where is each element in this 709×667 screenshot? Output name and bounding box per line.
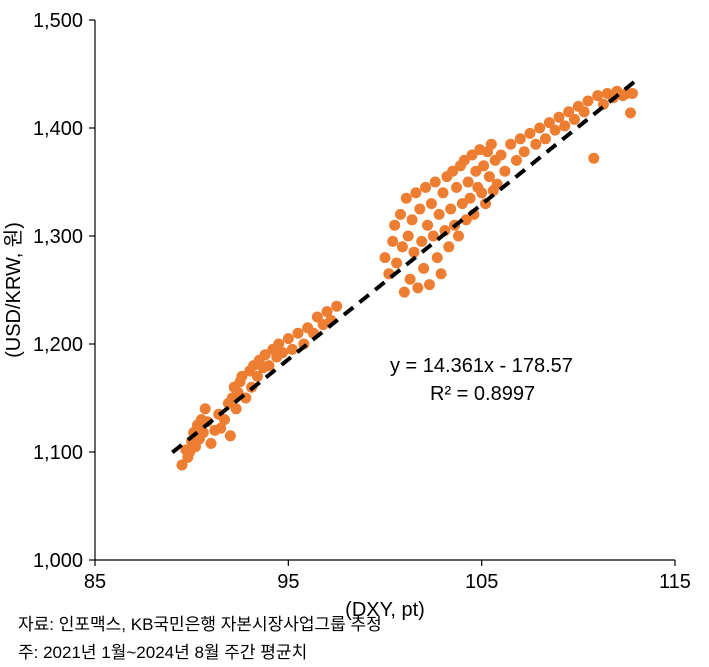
scatter-chart: 8595105115(DXY, pt)1,0001,1001,2001,3001… — [0, 0, 709, 667]
data-point — [380, 252, 391, 263]
data-point — [625, 107, 636, 118]
data-point — [515, 133, 526, 144]
data-point — [534, 123, 545, 134]
data-point — [559, 120, 570, 131]
data-point — [405, 274, 416, 285]
data-point — [407, 214, 418, 225]
data-point — [283, 333, 294, 344]
footnote-source: 자료: 인포맥스, KB국민은행 자본시장사업그룹 추정 — [18, 610, 382, 635]
data-point — [231, 403, 242, 414]
data-point — [453, 231, 464, 242]
chart-svg: 8595105115(DXY, pt)1,0001,1001,2001,3001… — [0, 0, 709, 667]
data-point — [331, 301, 342, 312]
y-tick-label: 1,200 — [33, 334, 83, 356]
data-point — [530, 139, 541, 150]
data-point — [424, 279, 435, 290]
data-point — [438, 187, 449, 198]
data-point — [428, 231, 439, 242]
data-point — [391, 258, 402, 269]
data-point — [418, 263, 429, 274]
data-point — [445, 204, 456, 215]
data-point — [206, 438, 217, 449]
data-point — [200, 403, 211, 414]
y-axis-label: (USD/KRW, 원) — [2, 222, 25, 358]
data-point — [399, 287, 410, 298]
data-point — [426, 198, 437, 209]
x-tick-label: 95 — [277, 571, 299, 593]
data-point — [511, 155, 522, 166]
data-point — [430, 177, 441, 188]
x-tick-label: 105 — [465, 571, 498, 593]
data-point — [387, 236, 398, 247]
data-point — [395, 209, 406, 220]
trend-equation: y = 14.361x - 178.57 — [390, 355, 573, 377]
y-tick-label: 1,300 — [33, 226, 83, 248]
data-point — [486, 139, 497, 150]
data-point — [579, 106, 590, 117]
data-point — [478, 160, 489, 171]
footnote-note: 주: 2021년 1월~2024년 8월 주간 평균치 — [18, 638, 307, 663]
data-point — [519, 146, 530, 157]
data-point — [465, 193, 476, 204]
data-point — [389, 220, 400, 231]
data-point — [505, 139, 516, 150]
data-point — [476, 187, 487, 198]
data-point — [412, 282, 423, 293]
data-point — [414, 204, 425, 215]
data-point — [588, 153, 599, 164]
data-point — [627, 88, 638, 99]
data-point — [434, 209, 445, 220]
y-tick-label: 1,000 — [33, 550, 83, 572]
data-point — [225, 430, 236, 441]
y-tick-label: 1,100 — [33, 442, 83, 464]
data-point — [550, 125, 561, 136]
x-tick-label: 115 — [659, 571, 691, 593]
y-tick-label: 1,500 — [33, 10, 83, 32]
y-tick-label: 1,400 — [33, 118, 83, 140]
data-point — [198, 427, 209, 438]
data-point — [401, 193, 412, 204]
data-point — [451, 182, 462, 193]
data-point — [525, 128, 536, 139]
data-point — [436, 268, 447, 279]
data-point — [277, 347, 288, 358]
trend-r2: R² = 0.8997 — [430, 383, 535, 405]
data-point — [463, 177, 474, 188]
data-point — [287, 344, 298, 355]
data-point — [583, 96, 594, 107]
data-point — [410, 187, 421, 198]
x-tick-label: 85 — [84, 571, 106, 593]
data-point — [569, 114, 580, 125]
data-point — [499, 166, 510, 177]
data-point — [540, 133, 551, 144]
data-point — [432, 252, 443, 263]
data-point — [420, 182, 431, 193]
data-point — [443, 241, 454, 252]
data-point — [293, 328, 304, 339]
data-point — [422, 220, 433, 231]
data-point — [403, 231, 414, 242]
data-point — [496, 150, 507, 161]
data-point — [416, 236, 427, 247]
data-point — [397, 241, 408, 252]
